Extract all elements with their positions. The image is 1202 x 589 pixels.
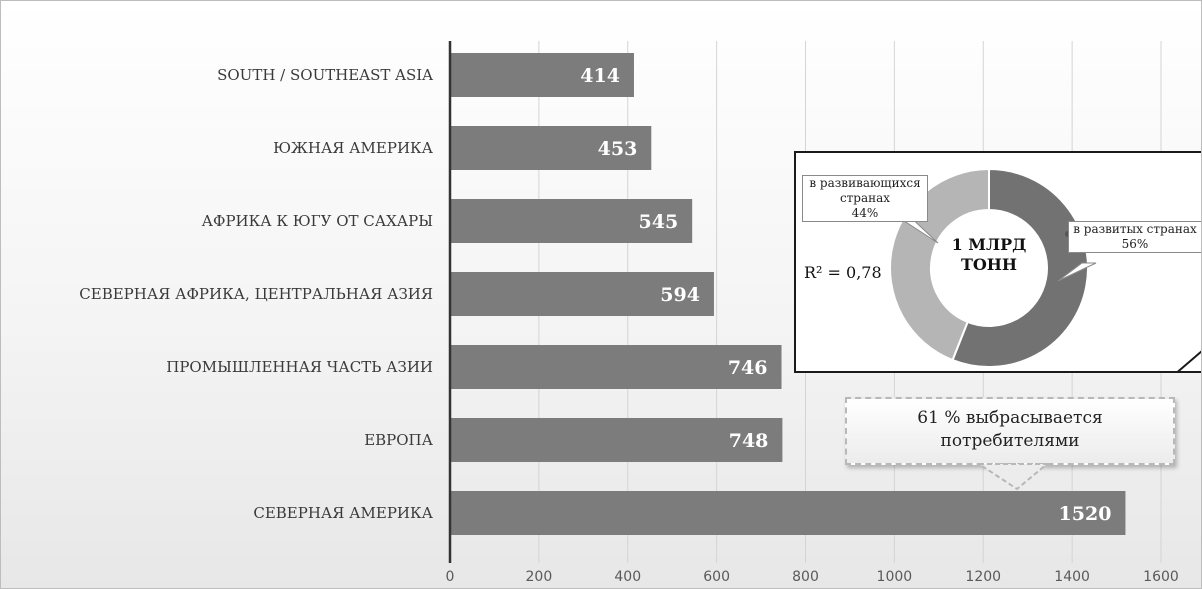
category-label: АФРИКА К ЮГУ ОТ САХАРЫ [202, 212, 433, 230]
bar [450, 199, 693, 243]
x-tick-label: 1400 [1054, 569, 1090, 585]
category-label: ЮЖНАЯ АМЕРИКА [273, 139, 434, 157]
donut-center-label: 1 МЛРД ТОНН [936, 235, 1042, 275]
x-tick-label: 1000 [877, 569, 913, 585]
x-tick-label: 1200 [965, 569, 1001, 585]
bar [450, 53, 634, 97]
note-box: 61 % выбрасывается потребителями [845, 397, 1175, 465]
developing-label-line1: в развивающихся [809, 176, 921, 190]
bar [450, 491, 1126, 535]
x-tick-label: 600 [703, 569, 730, 585]
bar [450, 418, 783, 462]
category-label: СЕВЕРНАЯ АМЕРИКА [253, 504, 433, 522]
bar-value-label: 594 [660, 284, 700, 306]
inset-corner-fold [1177, 350, 1201, 371]
bar-value-label: 414 [580, 65, 620, 87]
r-squared-label: R² = 0,78 [804, 263, 882, 282]
note-pointer [977, 463, 1050, 491]
bar-value-label: 746 [728, 357, 768, 379]
bar [450, 272, 714, 316]
developing-label-line2: странах [839, 191, 891, 205]
category-label: ПРОМЫШЛЕННАЯ ЧАСТЬ АЗИИ [166, 358, 433, 376]
developing-percent: 44% [851, 206, 879, 220]
note-line1: 61 % выбрасывается [917, 408, 1103, 428]
developing-callout: в развивающихся странах 44% [802, 175, 928, 222]
donut-hole [935, 214, 1043, 322]
developed-pointer [1057, 262, 1097, 282]
bar-value-label: 453 [598, 138, 638, 160]
inset-donut-chart: в развивающихся странах 44% в развитых с… [794, 151, 1201, 373]
x-tick-label: 800 [792, 569, 819, 585]
bar-value-label: 748 [729, 430, 769, 452]
category-label: SOUTH / SOUTHEAST ASIA [217, 66, 433, 84]
developed-label: в развитых странах [1073, 222, 1197, 236]
bar [450, 345, 782, 389]
bar-value-label: 1520 [1059, 503, 1112, 525]
bar [450, 126, 652, 170]
center-label-line1: 1 МЛРД [951, 235, 1027, 254]
x-tick-label: 1600 [1143, 569, 1179, 585]
category-label: СЕВЕРНАЯ АФРИКА, ЦЕНТРАЛЬНАЯ АЗИЯ [79, 285, 433, 303]
developed-percent: 56% [1121, 237, 1149, 251]
x-tick-label: 200 [526, 569, 553, 585]
donut-slice [951, 167, 1089, 368]
bar-value-label: 545 [639, 211, 679, 233]
note-line2: потребителями [940, 431, 1080, 451]
x-tick-label: 400 [614, 569, 641, 585]
x-tick-label: 0 [446, 569, 455, 585]
developed-callout: в развитых странах 56% [1068, 221, 1201, 253]
center-label-line2: ТОНН [960, 255, 1018, 274]
category-label: ЕВРОПА [364, 431, 433, 449]
